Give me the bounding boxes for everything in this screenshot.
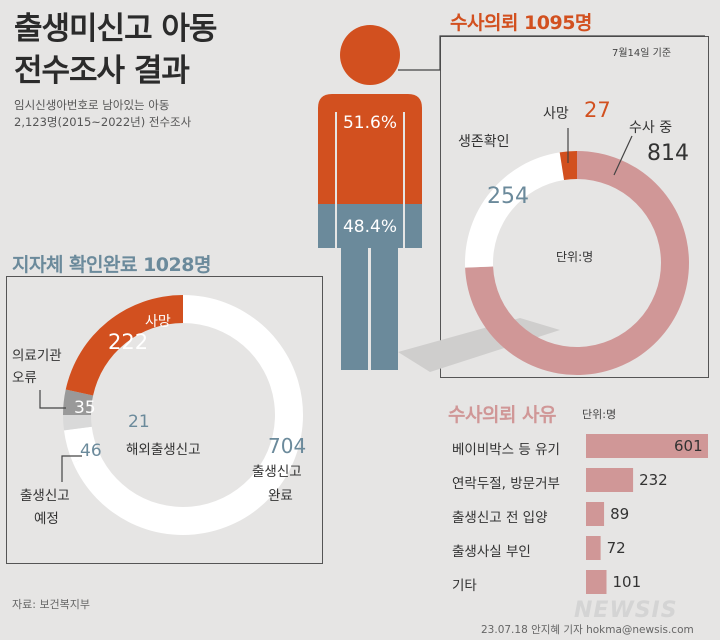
- local-donut: [63, 295, 304, 536]
- local-title: 지자체 확인완료 1028명: [12, 254, 211, 276]
- local-completed-label-2: 완료: [268, 488, 293, 504]
- local-hospital-label-2: 오류: [12, 370, 37, 386]
- reason-bar: [586, 502, 605, 526]
- invest-slice-dead: [559, 151, 577, 181]
- local-planned-value: 46: [80, 441, 102, 461]
- reasons-unit-note: 단위:명: [582, 408, 617, 421]
- reason-bar-value: 601: [674, 437, 703, 455]
- reason-bar-value: 89: [610, 505, 630, 523]
- local-dead-label: 사망: [145, 314, 171, 330]
- local-completed-label-1: 출생신고: [252, 464, 302, 480]
- newsis-logo: NEWSIS: [574, 598, 678, 623]
- title-line-2: 전수조사 결과: [14, 53, 190, 89]
- invest-investigating-value: 814: [647, 141, 689, 166]
- reason-bar-label: 기타: [452, 578, 477, 594]
- local-hospital-value: 35: [74, 398, 96, 418]
- reason-bar-label: 출생신고 전 입양: [452, 510, 548, 526]
- reason-bar: [586, 536, 601, 560]
- hospital-leader: [39, 390, 66, 409]
- local-planned-label-1: 출생신고: [20, 488, 70, 504]
- reason-bar-value: 72: [606, 539, 626, 557]
- investigation-date-note: 7월14일 기준: [612, 48, 672, 59]
- person-leg-right: [371, 248, 398, 370]
- person-head: [340, 25, 400, 85]
- reason-bar: [586, 434, 708, 458]
- reason-bar-label: 베이비박스 등 유기: [452, 442, 560, 458]
- person-bottom-percent: 48.4%: [342, 217, 397, 237]
- investigation-donut: [464, 151, 689, 375]
- invest-dead-label: 사망: [543, 106, 569, 122]
- local-abroad-value: 21: [128, 412, 150, 432]
- reason-bar-label: 출생사실 부인: [452, 544, 531, 560]
- invest-alive-value: 254: [487, 184, 529, 209]
- local-slice-abroad: [63, 415, 92, 431]
- investigation-title: 수사의뢰 1095명: [450, 12, 592, 34]
- person-figure: [318, 25, 422, 370]
- local-slice-planned: [63, 426, 99, 463]
- source-note: 자료: 보건복지부: [12, 598, 91, 611]
- reason-bar-value: 232: [639, 471, 668, 489]
- subtitle-line-2: 2,123명(2015~2022년) 전수조사: [14, 115, 192, 129]
- invest-alive-label: 생존확인: [458, 134, 510, 150]
- planned-leader: [61, 455, 82, 482]
- invest-slice-alive: [464, 152, 565, 268]
- person-top-percent: 51.6%: [342, 113, 397, 133]
- reason-bar: [586, 570, 607, 594]
- investigation-connector: [398, 35, 705, 71]
- page-subtitle: 임시신생아번호로 남아있는 아동 2,123명(2015~2022년) 전수조사: [14, 97, 191, 131]
- local-box: [6, 276, 323, 564]
- subtitle-line-1: 임시신생아번호로 남아있는 아동: [14, 98, 170, 112]
- page-title: 출생미신고 아동 전수조사 결과: [14, 8, 217, 92]
- invest-investigating-label: 수사 중: [629, 120, 673, 136]
- person-body-top: [318, 94, 422, 204]
- person-leg-left: [341, 248, 368, 370]
- title-line-1: 출생미신고 아동: [14, 11, 217, 47]
- local-slice-dead: [65, 295, 183, 396]
- local-hospital-label-1: 의료기관: [12, 348, 62, 364]
- reasons-bars: [586, 434, 708, 594]
- local-completed-value: 704: [268, 434, 307, 458]
- reason-bar: [586, 468, 634, 492]
- invest-unit-note: 단위:명: [556, 250, 594, 264]
- reason-bar-value: 101: [612, 573, 642, 591]
- investigating-leader: [613, 135, 633, 176]
- reasons-title: 수사의뢰 사유: [448, 404, 557, 426]
- reason-bar-label: 연락두절, 방문거부: [452, 476, 560, 492]
- local-dead-value: 222: [108, 330, 149, 354]
- local-slice-hospital: [63, 389, 94, 415]
- local-planned-label-2: 예정: [34, 511, 59, 527]
- invest-dead-value: 27: [584, 98, 611, 122]
- local-abroad-label: 해외출생신고: [126, 442, 201, 458]
- credit-note: 23.07.18 안지혜 기자 hokma@newsis.com: [481, 624, 694, 636]
